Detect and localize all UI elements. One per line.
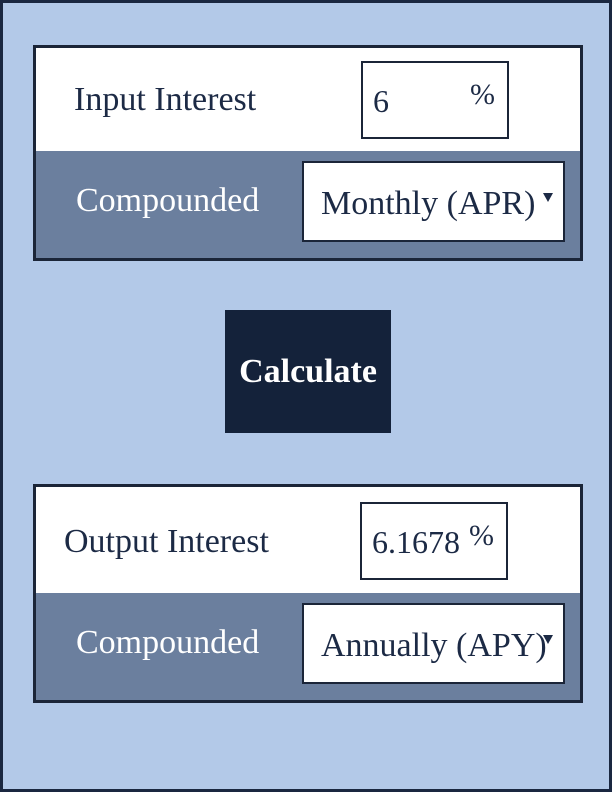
input-percent-unit: %	[470, 78, 495, 111]
output-interest-field[interactable]: 6.1678 %	[360, 502, 508, 580]
output-compounded-selected: Annually (APY)	[321, 627, 547, 664]
output-interest-row: Output Interest 6.1678 %	[36, 487, 580, 593]
calculate-button[interactable]: Calculate	[225, 310, 391, 433]
dropdown-arrow-icon[interactable]	[543, 193, 553, 202]
input-interest-panel: Input Interest 6 % Compounded Monthly (A…	[33, 45, 583, 261]
output-interest-label: Output Interest	[64, 523, 269, 560]
output-compounded-label: Compounded	[76, 624, 260, 661]
input-interest-label: Input Interest	[74, 81, 257, 118]
input-interest-row: Input Interest 6 %	[36, 48, 580, 151]
output-interest-panel: Output Interest 6.1678 % Compounded Annu…	[33, 484, 583, 703]
input-compounded-selected: Monthly (APR)	[321, 185, 536, 222]
input-interest-value[interactable]: 6	[373, 83, 389, 119]
input-compounded-row: Compounded Monthly (APR)	[36, 151, 580, 258]
input-interest-field[interactable]: 6 %	[361, 61, 509, 139]
dropdown-arrow-icon[interactable]	[543, 635, 553, 644]
output-percent-unit: %	[469, 519, 494, 552]
input-compounded-label: Compounded	[76, 182, 260, 219]
output-compounded-select[interactable]: Annually (APY)	[302, 603, 565, 684]
output-interest-value[interactable]: 6.1678	[372, 524, 460, 560]
output-compounded-row: Compounded Annually (APY)	[36, 593, 580, 700]
input-compounded-select[interactable]: Monthly (APR)	[302, 161, 565, 242]
